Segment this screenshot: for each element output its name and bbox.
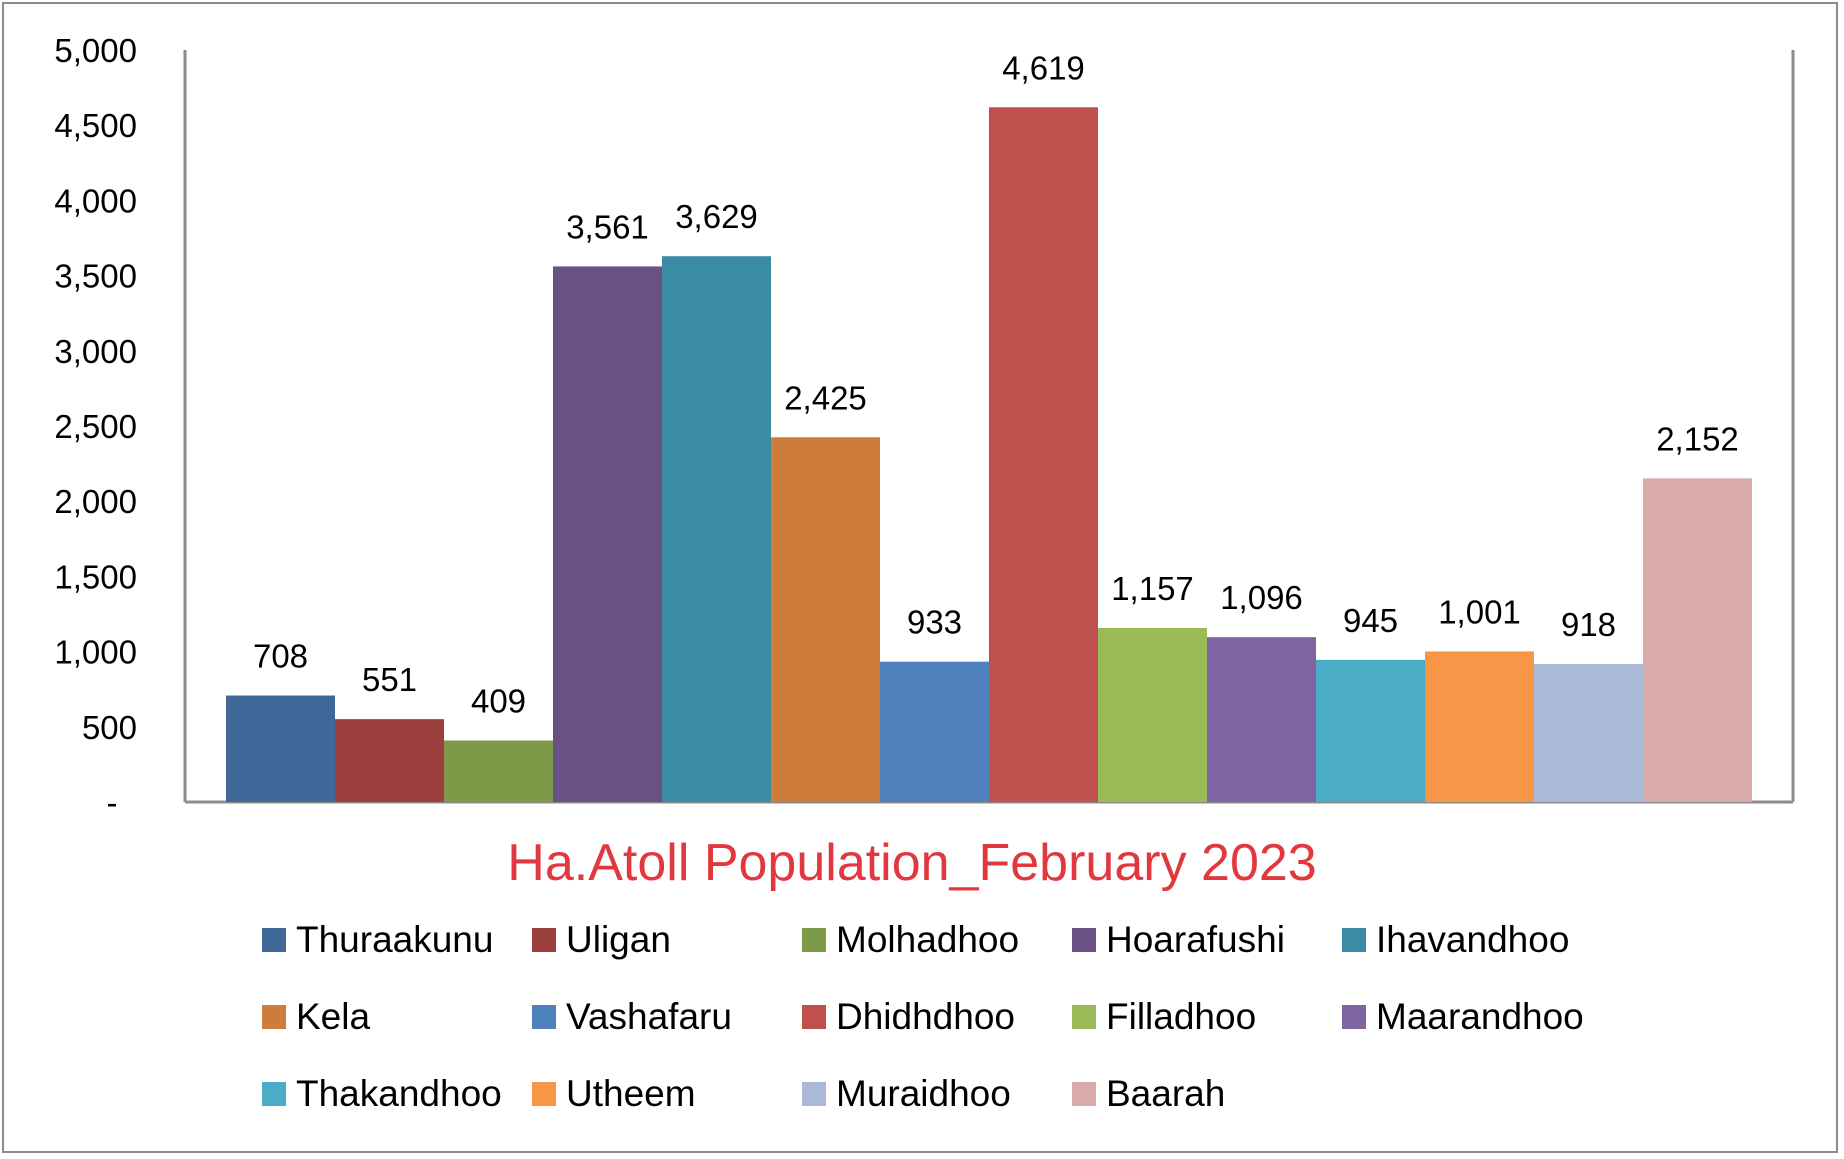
bar-hoarafushi bbox=[553, 266, 662, 802]
legend-item: Thuraakunu bbox=[262, 919, 493, 960]
legend-item: Dhidhdhoo bbox=[802, 996, 1015, 1037]
legend-label: Utheem bbox=[566, 1073, 696, 1114]
data-label: 945 bbox=[1343, 602, 1398, 639]
legend-item: Thakandhoo bbox=[262, 1073, 502, 1114]
bar-ihavandhoo bbox=[662, 256, 771, 803]
y-tick-label: 4,000 bbox=[54, 182, 137, 219]
legend-item: Molhadhoo bbox=[802, 919, 1019, 960]
bar-vashafaru bbox=[880, 661, 989, 802]
bar-baarah bbox=[1643, 478, 1752, 802]
legend: Thuraakunu Uligan Molhadhoo Hoarafushi Ihava… bbox=[262, 919, 1584, 1114]
legend-item: Ihavandhoo bbox=[1342, 919, 1569, 960]
y-tick-label: 3,500 bbox=[54, 258, 137, 295]
legend-label: Baarah bbox=[1106, 1073, 1225, 1114]
y-tick-label: 1,500 bbox=[54, 558, 137, 595]
legend-swatch bbox=[262, 1082, 286, 1106]
legend-item: Uligan bbox=[532, 919, 671, 960]
legend-swatch bbox=[1072, 928, 1096, 952]
y-tick-labels: - 500 1,000 1,500 2,000 2,500 3,000 3,500 4,000 4… bbox=[54, 32, 137, 821]
data-label: 708 bbox=[253, 638, 308, 675]
legend-swatch bbox=[532, 928, 556, 952]
legend-label: Vashafaru bbox=[566, 996, 732, 1037]
legend-label: Ihavandhoo bbox=[1376, 919, 1569, 960]
data-label: 551 bbox=[362, 661, 417, 698]
legend-item: Muraidhoo bbox=[802, 1073, 1011, 1114]
y-tick-label: - bbox=[107, 784, 118, 821]
data-label: 2,425 bbox=[784, 379, 867, 416]
legend-swatch bbox=[532, 1082, 556, 1106]
legend-label: Dhidhdhoo bbox=[836, 996, 1015, 1037]
y-tick-label: 2,500 bbox=[54, 408, 137, 445]
data-labels: 708 551 409 3,561 3,629 2,425 933 4,619 1,157 1,0… bbox=[253, 49, 1739, 719]
y-tick-label: 3,000 bbox=[54, 333, 137, 370]
legend-item: Vashafaru bbox=[532, 996, 732, 1037]
legend-swatch bbox=[1342, 1005, 1366, 1029]
data-label: 4,619 bbox=[1002, 49, 1085, 86]
bar-kela bbox=[771, 437, 880, 802]
y-tick-label: 4,500 bbox=[54, 107, 137, 144]
bar-thakandhoo bbox=[1316, 659, 1425, 802]
data-label: 1,001 bbox=[1438, 593, 1521, 630]
legend-swatch bbox=[802, 1005, 826, 1029]
legend-item: Kela bbox=[262, 996, 370, 1037]
y-tick-label: 500 bbox=[82, 709, 137, 746]
legend-label: Uligan bbox=[566, 919, 671, 960]
legend-label: Kela bbox=[296, 996, 370, 1037]
chart-title: Ha.Atoll Population_February 2023 bbox=[507, 834, 1316, 892]
data-label: 918 bbox=[1561, 606, 1616, 643]
legend-label: Maarandhoo bbox=[1376, 996, 1584, 1037]
bar-muraidhoo bbox=[1534, 663, 1643, 802]
y-tick-label: 1,000 bbox=[54, 634, 137, 671]
legend-swatch bbox=[262, 928, 286, 952]
legend-item: Baarah bbox=[1072, 1073, 1225, 1114]
bar-filladhoo bbox=[1098, 627, 1207, 802]
legend-label: Thakandhoo bbox=[296, 1073, 502, 1114]
data-label: 409 bbox=[471, 682, 526, 719]
data-label: 3,629 bbox=[675, 198, 758, 235]
legend-label: Filladhoo bbox=[1106, 996, 1256, 1037]
bar-dhidhdhoo bbox=[989, 107, 1098, 803]
data-label: 2,152 bbox=[1656, 420, 1739, 457]
legend-swatch bbox=[1342, 928, 1366, 952]
bar-maarandhoo bbox=[1207, 637, 1316, 802]
data-label: 933 bbox=[907, 604, 962, 641]
legend-label: Thuraakunu bbox=[296, 919, 493, 960]
bar-utheem bbox=[1425, 651, 1534, 802]
legend-swatch bbox=[532, 1005, 556, 1029]
bar-thuraakunu bbox=[226, 695, 335, 802]
legend-item: Maarandhoo bbox=[1342, 996, 1584, 1037]
legend-swatch bbox=[1072, 1005, 1096, 1029]
legend-item: Utheem bbox=[532, 1073, 696, 1114]
bars bbox=[226, 107, 1752, 803]
bar-uligan bbox=[335, 719, 444, 802]
legend-label: Hoarafushi bbox=[1106, 919, 1285, 960]
y-tick-label: 2,000 bbox=[54, 483, 137, 520]
legend-item: Hoarafushi bbox=[1072, 919, 1285, 960]
legend-swatch bbox=[1072, 1082, 1096, 1106]
data-label: 1,157 bbox=[1111, 570, 1194, 607]
data-label: 3,561 bbox=[566, 208, 649, 245]
y-tick-label: 5,000 bbox=[54, 32, 137, 69]
legend-swatch bbox=[262, 1005, 286, 1029]
legend-label: Molhadhoo bbox=[836, 919, 1019, 960]
legend-swatch bbox=[802, 928, 826, 952]
legend-swatch bbox=[802, 1082, 826, 1106]
data-label: 1,096 bbox=[1220, 579, 1303, 616]
bar-molhadhoo bbox=[444, 740, 553, 802]
legend-item: Filladhoo bbox=[1072, 996, 1256, 1037]
legend-label: Muraidhoo bbox=[836, 1073, 1011, 1114]
